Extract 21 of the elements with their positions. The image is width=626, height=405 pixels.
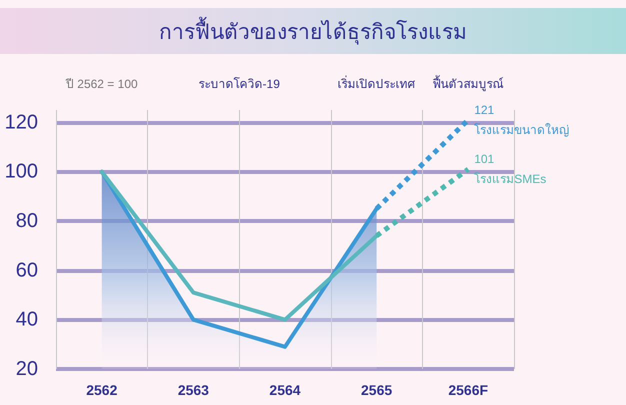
y-tick-label: 100 [4, 160, 38, 183]
y-tick-label: 40 [16, 308, 38, 331]
line-series [100, 170, 379, 322]
chart-title: การฟื้นตัวของรายได้ธุรกิจโรงแรม [0, 8, 626, 54]
x-tick-label: 2566F [448, 382, 488, 398]
y-tick-label: 120 [4, 111, 38, 134]
x-tick-label: 2565 [361, 382, 392, 398]
x-tick-label: 2562 [86, 382, 118, 398]
data-label: 101 [474, 152, 495, 166]
series-label: โรงแรมขนาดใหญ่ [474, 122, 570, 137]
x-tick-label: 2564 [269, 382, 301, 398]
text: ฟื้นตัวสมบูรณ์ [432, 75, 504, 92]
text: เริ่มเปิดประเทศ [338, 75, 416, 91]
text: ระบาดโควิด-19 [198, 77, 280, 91]
text: ปี 2562 = 100 [64, 77, 138, 91]
y-tick-label: 60 [16, 259, 38, 282]
y-tick-label: 80 [16, 210, 38, 232]
x-tick-label: 2563 [178, 382, 210, 398]
data-label: 121 [474, 102, 495, 117]
y-tick-label: 20 [16, 358, 38, 380]
series-label: โรงแรมSMEs [474, 172, 546, 186]
